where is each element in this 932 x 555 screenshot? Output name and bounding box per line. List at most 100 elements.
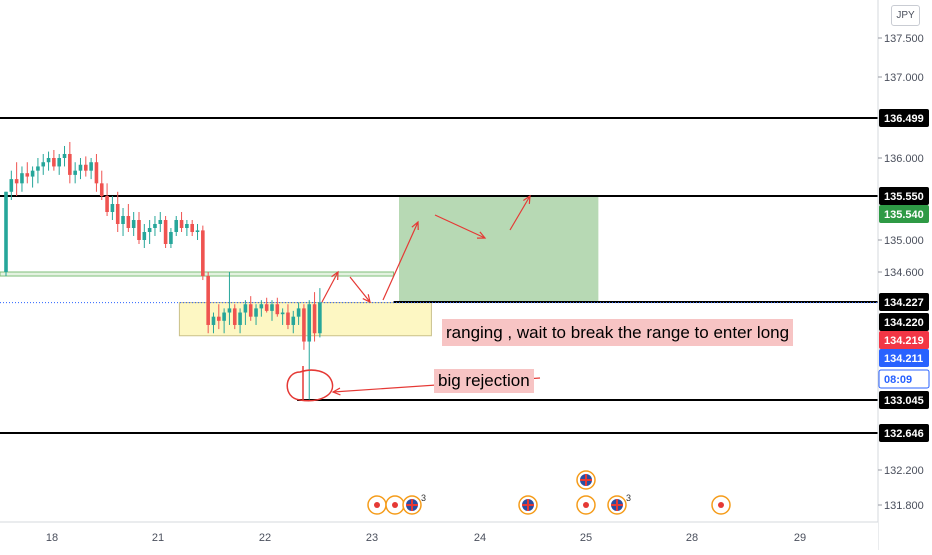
candle-body bbox=[121, 216, 125, 224]
candle-body bbox=[84, 164, 88, 171]
candle bbox=[57, 153, 61, 175]
event-marker-jp-3-dot bbox=[583, 502, 589, 508]
price-tag-bg bbox=[879, 313, 929, 331]
candle-body bbox=[259, 304, 264, 309]
event-marker-uk-1: 3 bbox=[402, 493, 426, 515]
price-tag-bg bbox=[879, 109, 929, 127]
price-tag-label: 136.499 bbox=[884, 113, 924, 125]
candle-body bbox=[115, 204, 120, 224]
candle bbox=[110, 196, 115, 220]
price-tick-label: 134.600 bbox=[884, 267, 924, 279]
candle-body bbox=[302, 308, 306, 342]
candle-body bbox=[296, 308, 301, 317]
time-tick-label: 25 bbox=[580, 532, 592, 544]
candle bbox=[142, 224, 147, 248]
candle-body bbox=[153, 224, 157, 228]
candle-body bbox=[25, 173, 30, 177]
price-tick-label: 132.200 bbox=[884, 465, 924, 477]
candle-body bbox=[227, 308, 232, 313]
price-tick-label: 131.800 bbox=[884, 500, 924, 512]
price-tag-bg bbox=[879, 331, 929, 349]
candle bbox=[318, 288, 322, 338]
arrow-to-rejection-head bbox=[331, 387, 341, 396]
candle-body bbox=[142, 232, 147, 240]
price-tag-bg bbox=[879, 205, 929, 223]
candle-body bbox=[52, 158, 56, 167]
candle bbox=[195, 224, 200, 240]
event-marker-jp-2-dot bbox=[392, 502, 398, 508]
event-marker-uk-3 bbox=[576, 470, 596, 490]
candle-body bbox=[254, 308, 258, 317]
candle-body bbox=[14, 179, 19, 184]
event-marker-jp-4-dot bbox=[718, 502, 724, 508]
candle bbox=[312, 292, 317, 342]
candle-body bbox=[174, 220, 179, 232]
candle bbox=[62, 145, 67, 167]
arrow-up-2-head bbox=[411, 220, 419, 231]
time-axis-bg bbox=[0, 522, 878, 550]
candle-body bbox=[110, 204, 115, 212]
candle bbox=[73, 162, 77, 184]
candle bbox=[211, 312, 216, 334]
candle bbox=[131, 212, 136, 236]
candle-body bbox=[4, 191, 8, 272]
candle bbox=[185, 220, 189, 236]
candle-body bbox=[169, 232, 173, 244]
candle-body bbox=[291, 316, 296, 325]
candle bbox=[89, 158, 93, 180]
arrow-up-3 bbox=[509, 195, 531, 231]
candle bbox=[41, 153, 46, 175]
candle bbox=[9, 170, 14, 200]
candle-body bbox=[307, 304, 312, 342]
candle-body bbox=[147, 228, 152, 232]
candle bbox=[286, 304, 290, 330]
arrow-down-2-head bbox=[476, 231, 487, 239]
candle bbox=[169, 228, 173, 248]
candle bbox=[163, 216, 168, 248]
event-marker-uk-4: 3 bbox=[607, 493, 631, 515]
candle-body bbox=[9, 179, 14, 192]
candle-body bbox=[131, 220, 136, 228]
support-band bbox=[0, 271, 395, 277]
candle bbox=[46, 151, 51, 171]
price-tag-label: 134.227 bbox=[884, 297, 924, 309]
candle bbox=[217, 304, 221, 330]
candle bbox=[52, 149, 56, 171]
candle-body bbox=[312, 304, 317, 334]
candle bbox=[238, 308, 242, 334]
entry-target-zone bbox=[399, 196, 599, 302]
candle bbox=[179, 212, 184, 232]
candle bbox=[105, 183, 109, 216]
candle bbox=[68, 141, 72, 184]
candle-body bbox=[99, 183, 104, 196]
candle-body bbox=[248, 304, 253, 317]
time-tick-label: 22 bbox=[259, 532, 271, 544]
candle-body bbox=[57, 158, 61, 167]
time-tick-label: 18 bbox=[46, 532, 58, 544]
event-marker-jp-4 bbox=[711, 495, 731, 515]
candle-body bbox=[264, 304, 269, 311]
candle-body bbox=[201, 230, 205, 277]
arrow-down-1 bbox=[349, 276, 371, 303]
candle-body bbox=[41, 162, 46, 167]
candle-body bbox=[30, 170, 35, 177]
currency-label[interactable]: JPY bbox=[891, 5, 920, 26]
range-annotation[interactable]: ranging , wait to break the range to ent… bbox=[442, 319, 794, 346]
price-tag-bg bbox=[879, 187, 929, 205]
candle-body bbox=[275, 304, 280, 315]
candle bbox=[270, 300, 274, 321]
arrow-up-1-head bbox=[331, 270, 339, 281]
event-marker-jp-2 bbox=[385, 495, 405, 515]
time-tick-label: 24 bbox=[474, 532, 486, 544]
event-marker-uk-2 bbox=[518, 495, 538, 515]
candle bbox=[4, 191, 8, 277]
candle bbox=[190, 220, 194, 236]
candle-body bbox=[270, 304, 274, 311]
candle bbox=[307, 300, 312, 400]
price-tag-bg bbox=[879, 424, 929, 442]
candle-body bbox=[243, 304, 248, 313]
rejection-annotation[interactable]: big rejection bbox=[434, 369, 534, 393]
time-tick-label: 29 bbox=[794, 532, 806, 544]
